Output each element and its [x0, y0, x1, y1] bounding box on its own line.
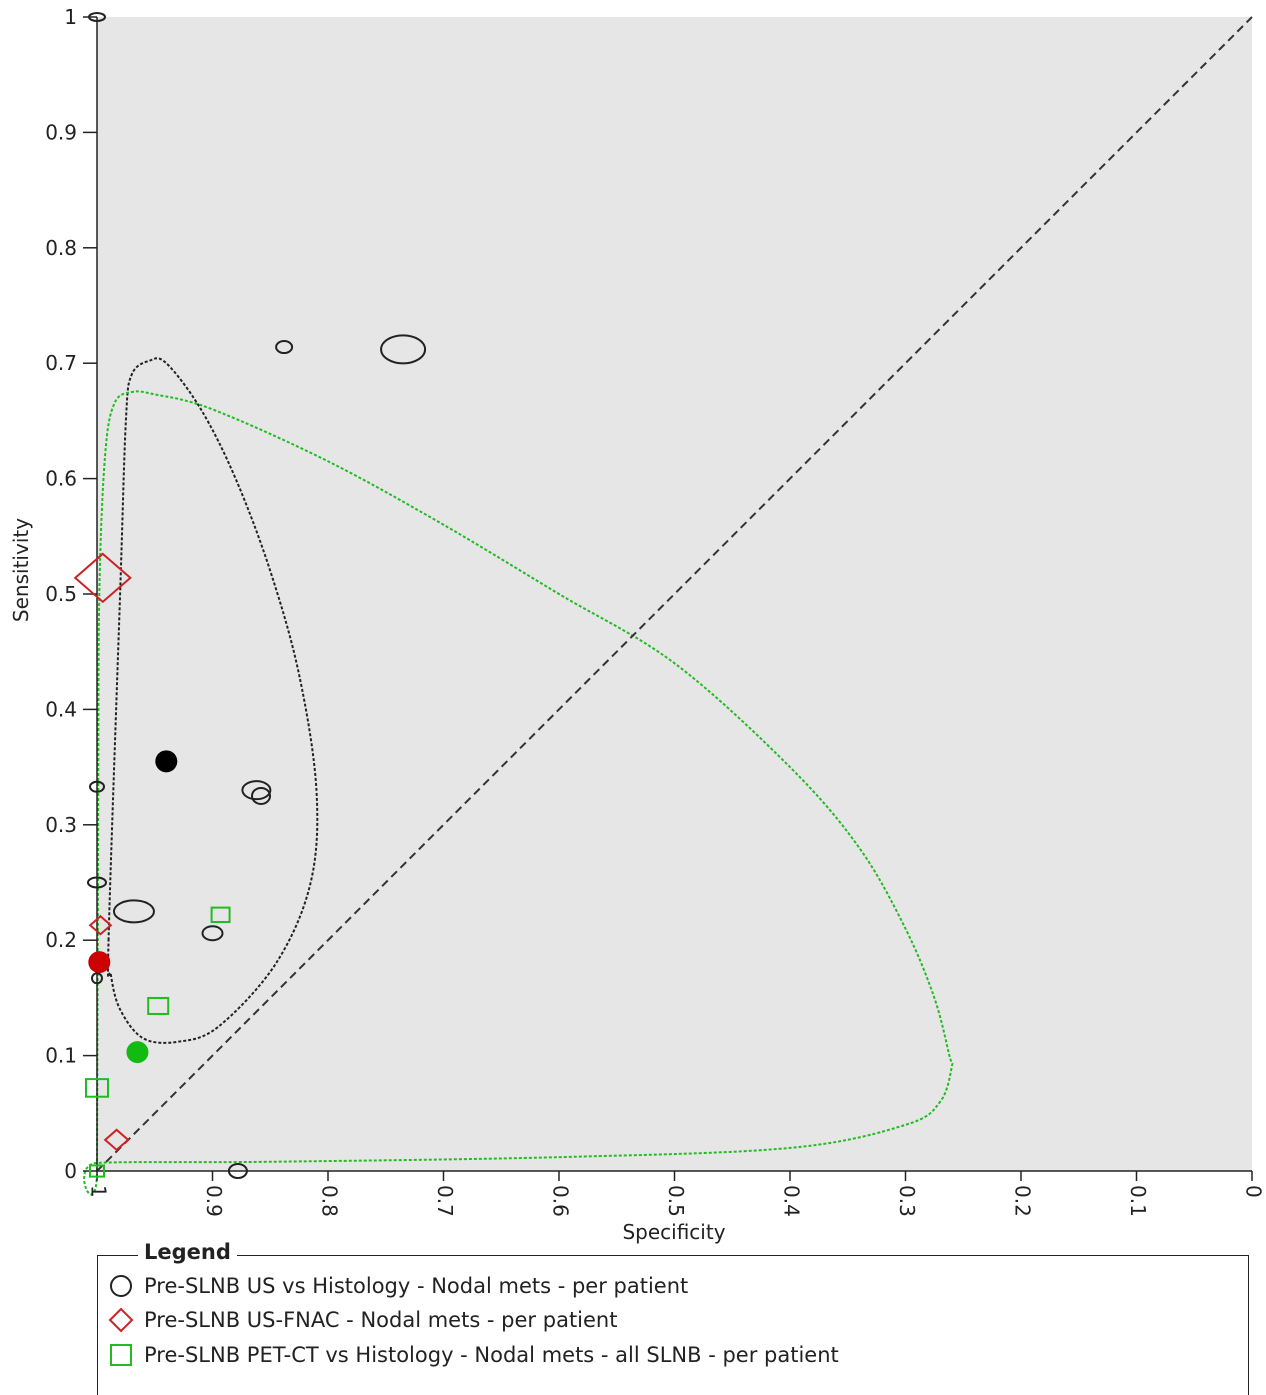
study-point-us	[227, 1163, 248, 1179]
confidence-regions	[83, 357, 954, 1196]
summary-point-2	[126, 1041, 149, 1064]
x-tick-label: 0	[1242, 1185, 1266, 1198]
y-tick-label: 0.2	[45, 928, 77, 952]
diamond-icon	[108, 1307, 134, 1333]
study-point-petct	[210, 906, 231, 924]
y-axis-title: Sensitivity	[9, 518, 33, 622]
legend-item-us: Pre-SLNB US vs Histology - Nodal mets - …	[108, 1271, 688, 1301]
study-points	[73, 12, 427, 1179]
x-tick-label: 1	[87, 1185, 111, 1198]
confidence-region-0	[106, 357, 319, 1044]
y-ticks: 0 0.1 0.2 0.3 0.4 0.5 0.6 0.7 0.8 0.9 1	[45, 5, 97, 1183]
plot-background	[97, 17, 1252, 1171]
study-point-petct	[147, 996, 170, 1015]
square-icon	[110, 1344, 132, 1366]
y-tick-label: 0.6	[45, 467, 77, 491]
x-tick-label: 0.1	[1126, 1185, 1150, 1217]
study-point-petct	[85, 1078, 109, 1098]
y-tick-label: 0.7	[45, 351, 77, 375]
study-point-fnac	[88, 914, 113, 936]
legend-title: Legend	[138, 1240, 237, 1264]
y-tick-label: 0.3	[45, 813, 77, 837]
x-tick-label: 0.7	[433, 1185, 457, 1217]
y-tick-label: 0.5	[45, 582, 77, 606]
y-tick-label: 1	[64, 5, 77, 29]
x-tick-label: 0.3	[895, 1185, 919, 1217]
x-tick-label: 0.2	[1011, 1185, 1035, 1217]
study-point-us	[241, 780, 272, 801]
study-point-us	[112, 899, 155, 924]
x-tick-label: 0.4	[780, 1185, 804, 1217]
y-tick-label: 0.8	[45, 236, 77, 260]
legend-box	[97, 1255, 1249, 1395]
study-point-fnac	[73, 552, 132, 604]
study-point-us	[251, 786, 272, 805]
study-point-us	[201, 925, 224, 942]
y-tick-label: 0.4	[45, 697, 77, 721]
legend-label-fnac: Pre-SLNB US-FNAC - Nodal mets - per pati…	[144, 1308, 618, 1332]
study-point-us	[275, 340, 294, 355]
summary-point-0	[155, 750, 178, 773]
legend-item-fnac: Pre-SLNB US-FNAC - Nodal mets - per pati…	[108, 1305, 617, 1335]
study-point-us	[380, 334, 427, 365]
study-point-us	[87, 876, 107, 889]
x-axis-title: Specificity	[622, 1220, 725, 1244]
x-ticks: 1 0.9 0.8 0.7 0.6 0.5 0.4 0.3 0.2 0.1 0	[87, 1171, 1266, 1217]
sroc-chart: 1 0.9 0.8 0.7 0.6 0.5 0.4 0.3 0.2 0.1 0 0 0.1 0.2 0.3…	[9, 5, 1266, 1244]
y-tick-label: 0.1	[45, 1044, 77, 1068]
study-point-us	[89, 780, 105, 793]
study-point-us	[88, 12, 106, 22]
x-tick-label: 0.5	[664, 1185, 688, 1217]
circle-icon	[110, 1275, 132, 1297]
x-tick-label: 0.9	[202, 1185, 226, 1217]
confidence-region-2	[83, 390, 954, 1196]
summary-point-1	[88, 951, 111, 974]
legend-item-petct: Pre-SLNB PET-CT vs Histology - Nodal met…	[108, 1340, 839, 1370]
y-tick-label: 0.9	[45, 120, 77, 144]
summary-points	[88, 750, 178, 1064]
study-point-us	[91, 972, 103, 985]
legend-label-us: Pre-SLNB US vs Histology - Nodal mets - …	[144, 1274, 689, 1298]
x-tick-label: 0.8	[318, 1185, 342, 1217]
legend-label-petct: Pre-SLNB PET-CT vs Histology - Nodal met…	[144, 1343, 839, 1367]
x-tick-label: 0.6	[549, 1185, 573, 1217]
study-point-fnac	[103, 1128, 130, 1152]
study-point-petct	[89, 1164, 105, 1178]
y-tick-label: 0	[64, 1159, 77, 1183]
